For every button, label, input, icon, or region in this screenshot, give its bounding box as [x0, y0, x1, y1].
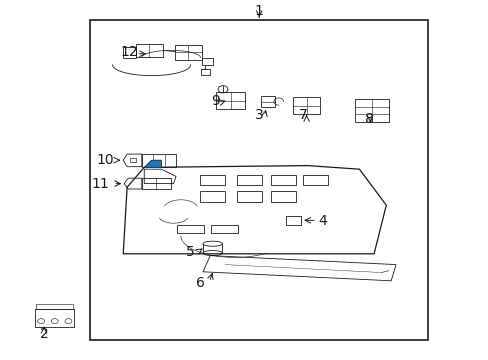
Bar — [292, 97, 320, 114]
Text: 12: 12 — [121, 45, 138, 59]
Bar — [130, 158, 136, 162]
Bar — [270, 191, 296, 202]
Bar — [302, 175, 327, 185]
Polygon shape — [144, 160, 161, 167]
Bar — [200, 191, 225, 202]
Bar — [90, 20, 427, 340]
Bar — [236, 175, 262, 185]
Text: 6: 6 — [196, 276, 204, 289]
Bar — [142, 154, 176, 166]
Text: 3: 3 — [254, 108, 263, 122]
Text: 4: 4 — [318, 215, 326, 228]
Bar — [135, 44, 162, 57]
Text: 10: 10 — [96, 153, 114, 167]
Text: 7: 7 — [298, 108, 307, 122]
Bar — [175, 45, 201, 60]
Bar — [285, 216, 301, 225]
Bar — [35, 309, 74, 327]
Bar — [202, 58, 213, 65]
Bar — [270, 175, 296, 185]
Bar — [142, 178, 171, 189]
Text: 5: 5 — [186, 245, 195, 259]
Bar — [123, 47, 136, 58]
Bar — [177, 225, 203, 233]
Text: 2: 2 — [40, 327, 48, 341]
Bar — [236, 191, 262, 202]
Text: 8: 8 — [364, 112, 373, 126]
Bar — [201, 69, 209, 75]
Bar — [211, 225, 238, 233]
Bar — [261, 96, 274, 107]
Bar — [354, 99, 388, 122]
Bar — [36, 304, 73, 309]
Bar — [200, 175, 225, 185]
Bar — [216, 92, 245, 109]
Text: 9: 9 — [210, 94, 219, 108]
Text: 1: 1 — [254, 4, 263, 18]
Text: 11: 11 — [91, 177, 109, 190]
